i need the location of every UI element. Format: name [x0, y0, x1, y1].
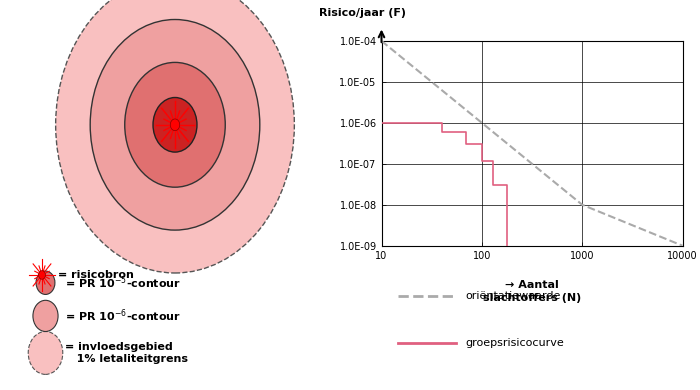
Text: oriëntatiewaarde: oriëntatiewaarde: [466, 291, 561, 301]
Ellipse shape: [33, 300, 58, 332]
Ellipse shape: [28, 332, 63, 374]
Ellipse shape: [90, 20, 260, 230]
Ellipse shape: [153, 98, 197, 152]
Ellipse shape: [36, 271, 55, 294]
Text: = PR 10$^{-6}$-contour: = PR 10$^{-6}$-contour: [64, 308, 181, 324]
Text: slachtoffers (N): slachtoffers (N): [483, 293, 581, 303]
Text: Risico/jaar (F): Risico/jaar (F): [318, 7, 405, 18]
Text: = PR 10$^{-5}$-contour: = PR 10$^{-5}$-contour: [64, 275, 181, 291]
Text: groepsrisicocurve: groepsrisicocurve: [466, 338, 564, 348]
Text: → Aantal: → Aantal: [505, 280, 559, 290]
Ellipse shape: [170, 119, 180, 131]
Text: = invloedsgebied
   1% letaliteitgrens: = invloedsgebied 1% letaliteitgrens: [64, 342, 188, 364]
Ellipse shape: [38, 271, 46, 279]
Ellipse shape: [55, 0, 295, 273]
Text: = risicobron: = risicobron: [57, 270, 134, 280]
Ellipse shape: [125, 62, 225, 187]
